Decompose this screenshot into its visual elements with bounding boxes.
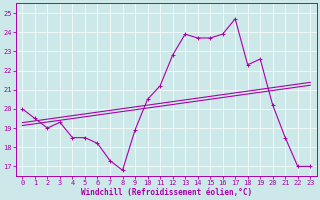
X-axis label: Windchill (Refroidissement éolien,°C): Windchill (Refroidissement éolien,°C) xyxy=(81,188,252,197)
